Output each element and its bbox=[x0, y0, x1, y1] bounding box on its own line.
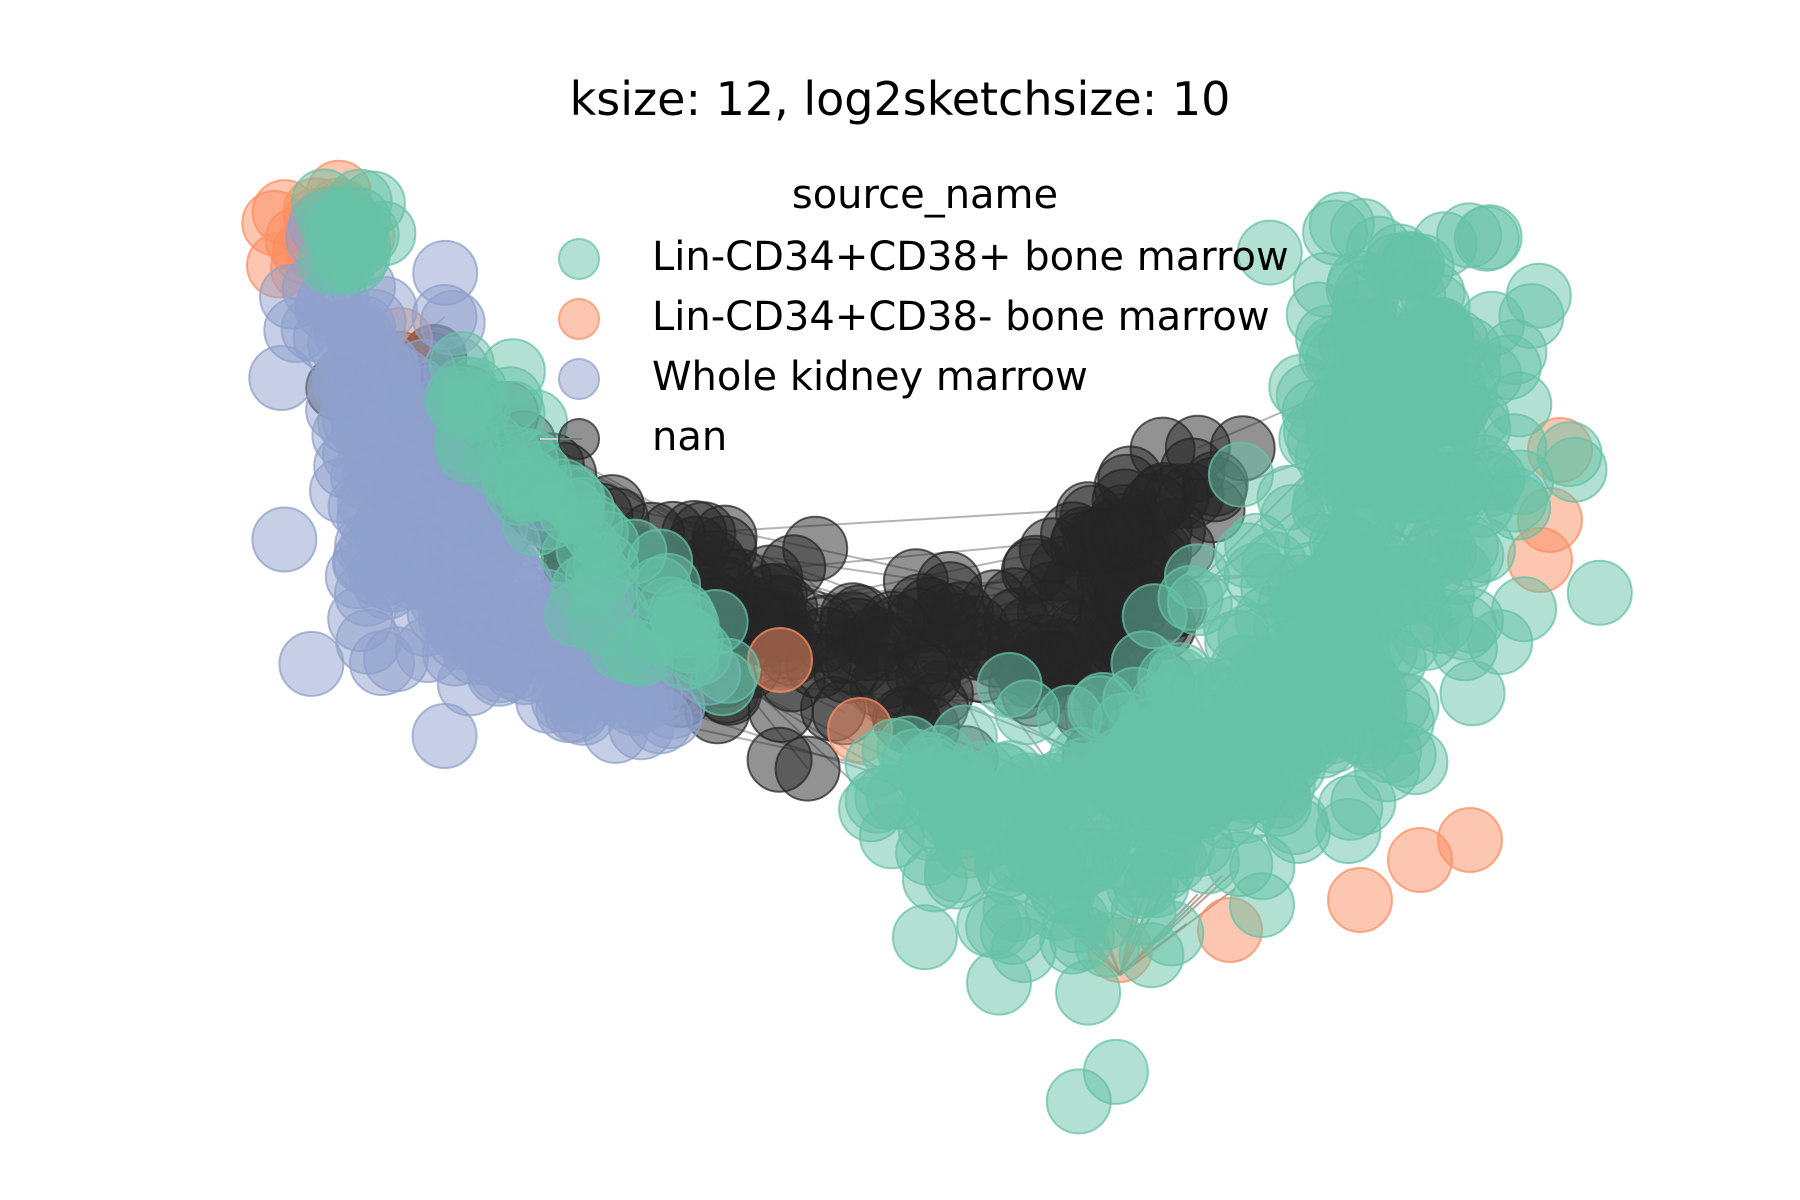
node-cd38-plus bbox=[976, 652, 1043, 718]
node-cd38-plus bbox=[1214, 522, 1281, 589]
node-cd38-plus bbox=[651, 586, 717, 652]
node-nan bbox=[1103, 494, 1170, 561]
node-cd38-plus bbox=[1395, 383, 1462, 450]
node-cd38-plus bbox=[1253, 595, 1320, 662]
legend-label-cd38-minus: Lin-CD34+CD38- bone marrow bbox=[652, 294, 1270, 340]
node-whole-kidney-marrow bbox=[582, 697, 649, 764]
legend-swatch-nan bbox=[558, 418, 600, 460]
node-cd38-plus bbox=[1456, 204, 1523, 271]
node-cd38-minus bbox=[1387, 827, 1453, 893]
node-cd38-plus bbox=[1431, 594, 1498, 661]
node-cd38-plus bbox=[1319, 629, 1386, 696]
node-whole-kidney-marrow bbox=[331, 397, 397, 464]
node-cd38-plus bbox=[1166, 570, 1233, 637]
node-cd38-plus bbox=[918, 776, 985, 843]
node-whole-kidney-marrow bbox=[412, 239, 479, 306]
node-nan bbox=[746, 726, 813, 793]
node-cd38-plus bbox=[1229, 872, 1295, 939]
node-whole-kidney-marrow bbox=[248, 345, 315, 411]
node-whole-kidney-marrow bbox=[366, 526, 433, 593]
node-whole-kidney-marrow bbox=[466, 640, 533, 707]
node-cd38-minus bbox=[1327, 867, 1393, 933]
legend-label-cd38-plus: Lin-CD34+CD38+ bone marrow bbox=[652, 234, 1289, 280]
node-cd38-plus bbox=[325, 187, 392, 253]
node-whole-kidney-marrow bbox=[251, 506, 318, 573]
node-cd38-plus bbox=[485, 459, 552, 526]
legend-title: source_name bbox=[791, 172, 1059, 218]
legend-entry-cd38-plus: Lin-CD34+CD38+ bone marrow bbox=[540, 234, 1360, 294]
node-nan bbox=[782, 515, 849, 582]
legend-label-whole-kidney-marrow: Whole kidney marrow bbox=[652, 354, 1088, 400]
legend-label-nan: nan bbox=[652, 414, 728, 460]
node-whole-kidney-marrow bbox=[392, 590, 459, 657]
node-cd38-plus bbox=[1368, 688, 1435, 755]
node-cd38-plus bbox=[1236, 219, 1303, 286]
node-cd38-plus bbox=[931, 704, 998, 771]
node-cd38-plus bbox=[1439, 660, 1506, 727]
node-cd38-plus bbox=[540, 522, 607, 589]
node-cd38-plus bbox=[1082, 1038, 1149, 1105]
node-cd38-plus bbox=[1256, 464, 1323, 531]
legend-swatch-cd38-plus bbox=[558, 238, 600, 280]
legend-entry-whole-kidney-marrow: Whole kidney marrow bbox=[540, 354, 1360, 414]
node-cd38-plus bbox=[966, 949, 1032, 1016]
node-cd38-plus bbox=[891, 904, 958, 971]
node-cd38-plus bbox=[588, 615, 655, 682]
chart-title: ksize: 12, log2sketchsize: 10 bbox=[569, 72, 1231, 126]
node-cd38-plus bbox=[1055, 959, 1122, 1026]
node-whole-kidney-marrow bbox=[278, 630, 345, 697]
node-cd38-plus bbox=[1383, 457, 1450, 524]
node-cd38-plus bbox=[1112, 850, 1179, 917]
node-cd38-plus bbox=[1393, 324, 1460, 391]
node-cd38-plus bbox=[1286, 408, 1353, 475]
node-nan bbox=[691, 504, 758, 571]
nodes-lin-cd34-cd38-plus bbox=[291, 168, 1633, 1135]
node-whole-kidney-marrow bbox=[435, 519, 502, 586]
legend-entry-nan: nan bbox=[540, 414, 1360, 474]
legend-swatch-whole-kidney-marrow bbox=[558, 358, 600, 400]
node-cd38-plus bbox=[1505, 262, 1572, 329]
node-nan bbox=[859, 590, 926, 657]
node-cd38-plus bbox=[1159, 747, 1226, 814]
node-cd38-plus bbox=[1064, 820, 1131, 887]
legend-swatch-cd38-minus bbox=[558, 298, 600, 340]
legend-entry-cd38-minus: Lin-CD34+CD38- bone marrow bbox=[540, 294, 1360, 354]
node-whole-kidney-marrow bbox=[411, 703, 478, 769]
node-cd38-plus bbox=[977, 768, 1043, 835]
node-cd38-plus bbox=[1265, 797, 1331, 864]
node-cd38-plus bbox=[1449, 517, 1516, 583]
node-whole-kidney-marrow bbox=[354, 338, 421, 404]
node-cd38-plus bbox=[445, 373, 512, 440]
node-cd38-plus bbox=[1300, 707, 1366, 774]
node-cd38-plus bbox=[1566, 559, 1633, 626]
node-cd38-plus bbox=[1161, 659, 1228, 726]
